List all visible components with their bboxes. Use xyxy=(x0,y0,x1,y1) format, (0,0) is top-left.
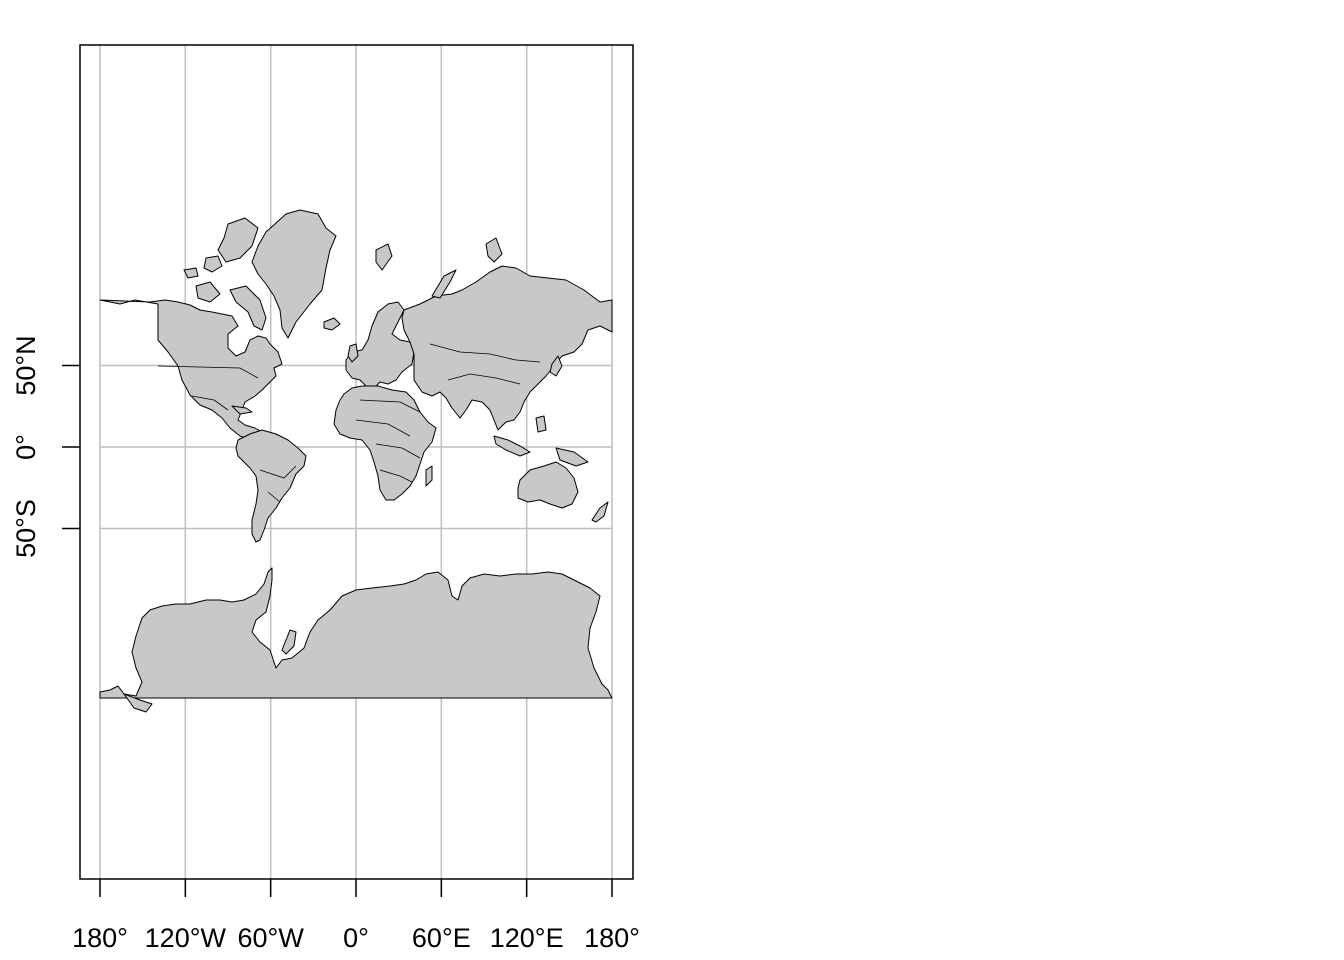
greenland xyxy=(251,209,337,339)
new-siberian-islands xyxy=(485,237,503,263)
caribbean-islands xyxy=(231,405,253,415)
new-guinea xyxy=(555,447,589,467)
antarctica xyxy=(99,567,613,699)
arctic-island-5 xyxy=(183,267,199,279)
philippines xyxy=(535,415,547,433)
ross-island xyxy=(123,693,153,713)
novaya-zemlya xyxy=(431,269,457,299)
africa xyxy=(333,385,437,501)
antarctic-peninsula-island xyxy=(281,629,297,655)
x-tick-label: 180° xyxy=(72,923,128,953)
x-tick-label: 0° xyxy=(343,923,369,953)
asia xyxy=(401,265,613,431)
iceland xyxy=(323,317,341,331)
x-axis: 180° 120°W 60°W 0° 60°E 120°E 180° xyxy=(72,879,640,953)
madagascar xyxy=(425,465,433,487)
x-tick-label: 60°W xyxy=(238,923,305,953)
arctic-island-4 xyxy=(195,281,221,303)
great-britain xyxy=(347,343,359,363)
y-tick-label: 50°S xyxy=(11,499,41,558)
australia xyxy=(517,461,579,509)
new-zealand xyxy=(591,501,609,523)
country-borders xyxy=(157,343,541,503)
arctic-island-2 xyxy=(203,255,223,273)
y-tick-label: 0° xyxy=(11,434,41,460)
svalbard xyxy=(375,243,393,271)
y-axis: 50°N 0° 50°S xyxy=(11,335,80,558)
x-tick-label: 180° xyxy=(584,923,640,953)
japan xyxy=(549,355,563,377)
south-america xyxy=(235,429,307,543)
x-tick-label: 120°E xyxy=(490,923,564,953)
indonesia xyxy=(493,435,531,457)
x-tick-label: 60°E xyxy=(412,923,471,953)
graticule xyxy=(99,45,613,879)
arctic-islands xyxy=(217,217,259,263)
x-tick-label: 120°W xyxy=(145,923,227,953)
land-masses xyxy=(99,209,613,713)
arctic-island-3 xyxy=(229,285,267,331)
y-tick-label: 50°N xyxy=(11,335,41,395)
